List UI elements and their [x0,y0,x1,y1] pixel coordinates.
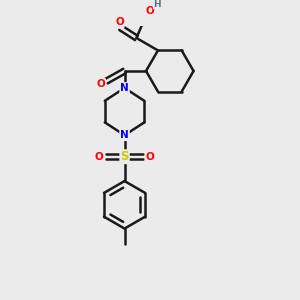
Text: N: N [120,130,129,140]
Text: O: O [145,6,154,16]
Text: H: H [154,0,161,8]
Text: O: O [96,79,105,89]
Text: N: N [120,83,129,93]
Text: O: O [95,152,103,162]
Text: S: S [120,150,129,163]
Text: O: O [146,152,154,162]
Text: O: O [115,17,124,27]
